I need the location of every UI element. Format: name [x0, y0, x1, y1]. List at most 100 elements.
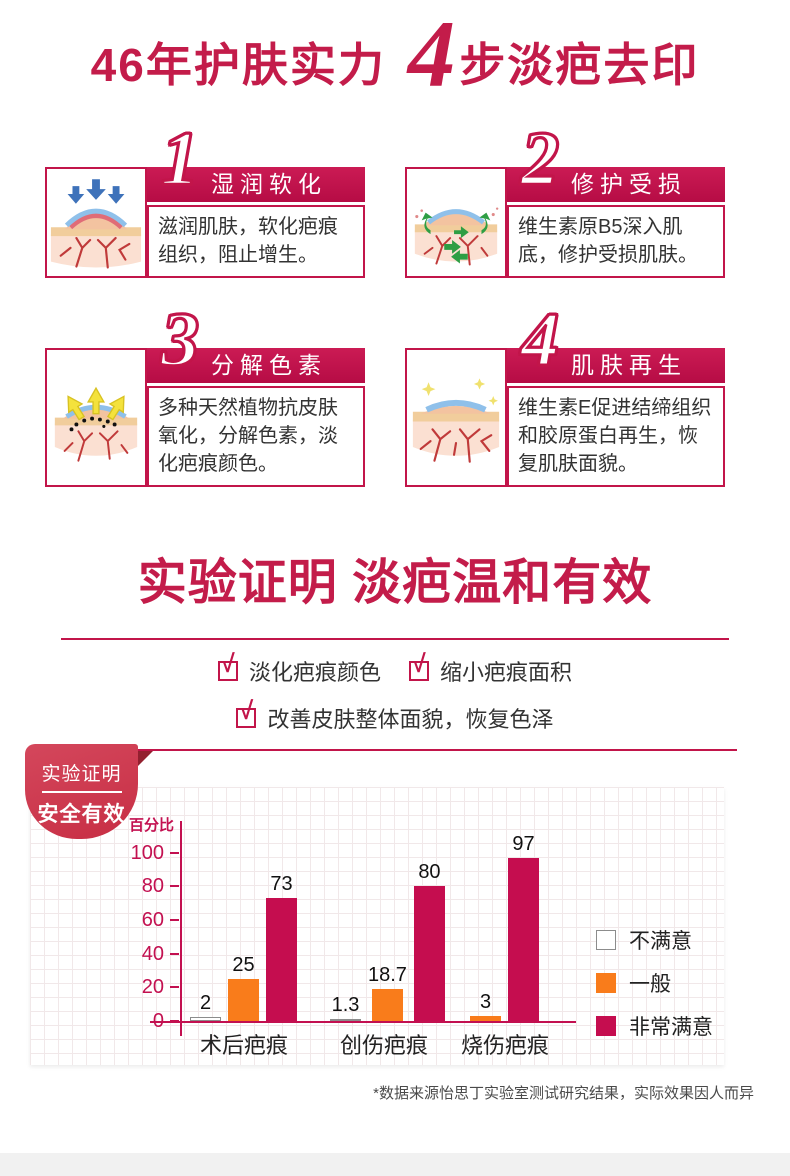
ribbon-fold-icon — [137, 750, 153, 767]
bar — [190, 1017, 221, 1021]
step-2-number: 2 — [520, 116, 561, 201]
step-4-title: 肌肤再生 — [507, 347, 725, 383]
checklist-row-1: √ 淡化疤痕颜色 √ 缩小疤痕面积 — [0, 651, 790, 687]
category-label: 烧伤疤痕 — [460, 1032, 549, 1058]
skin-regeneration-illustration — [405, 347, 507, 487]
bar-value-label: 97 — [512, 832, 535, 855]
bar-with-label: 18.7 — [368, 964, 407, 1021]
decorative-line — [136, 748, 737, 751]
legend-label: 非常满意 — [629, 1015, 713, 1039]
step-1-description: 滋润肌肤，软化疤痕组织，阻止增生。 — [147, 204, 365, 278]
step-2-description: 维生素原B5深入肌底，修护受损肌肤。 — [507, 204, 725, 278]
bar-with-label: 80 — [413, 861, 445, 1021]
category-label: 术后疤痕 — [199, 1032, 288, 1058]
bar-value-label: 1.3 — [331, 993, 360, 1016]
chart-section: 实验证明 安全有效 百分比 0 20 40 60 80 100 2 25 73 术后疤痕 1.3 18… — [0, 743, 790, 1066]
bar — [470, 1015, 501, 1021]
checklist-row-2: √ 改善皮肤整体面貌，恢复色泽 — [0, 698, 790, 734]
checkbox-icon: √ — [236, 698, 257, 728]
data-source-footnote: *数据来源怡思丁实验室测试研究结果，实际效果因人而异 — [373, 1084, 754, 1102]
legend-label: 不满意 — [629, 929, 692, 953]
bar-value-label: 2 — [199, 992, 212, 1015]
badge-line-1: 实验证明 — [41, 763, 122, 785]
bar — [266, 898, 297, 1021]
title-suffix: 步淡疤去印 — [459, 39, 700, 92]
y-tick-label: 0 — [152, 1009, 164, 1032]
bar-group: 3 97 — [470, 833, 539, 1021]
page-title: 46年护肤实力 4 步淡疤去印 — [0, 7, 790, 103]
step-2-content: 2 修护受损 维生素原B5深入肌底，修护受损肌肤。 — [507, 120, 725, 278]
legend-swatch — [596, 929, 616, 950]
down-arrows-skin-icon — [47, 173, 145, 272]
y-tick-mark — [170, 952, 179, 955]
y-tick-mark — [170, 1019, 179, 1022]
step-card-2: 2 修护受损 维生素原B5深入肌底，修护受损肌肤。 — [405, 120, 725, 278]
step-3-title: 分解色素 — [147, 347, 365, 383]
y-tick-mark — [170, 918, 179, 921]
category-label: 创伤疤痕 — [339, 1032, 428, 1058]
bar-value-label: 18.7 — [368, 964, 407, 987]
skin-repair-illustration — [405, 166, 507, 278]
step-1-content: 1 湿润软化 滋润肌肤，软化疤痕组织，阻止增生。 — [147, 120, 365, 278]
bar-with-label: 1.3 — [330, 994, 361, 1021]
step-4-number: 4 — [520, 297, 561, 382]
x-axis-line — [150, 1020, 576, 1023]
step-1-title: 湿润软化 — [147, 166, 365, 202]
bar-value-label: 3 — [479, 990, 492, 1013]
y-tick-label: 80 — [141, 875, 164, 898]
step-2-title: 修护受损 — [507, 166, 725, 202]
step-3-number: 3 — [160, 297, 201, 382]
y-tick-mark — [170, 986, 179, 989]
skin-compress-illustration — [45, 166, 147, 278]
up-arrows-dots-skin-icon — [47, 368, 145, 467]
chart-legend: 不满意 一般 非常满意 — [596, 925, 713, 1041]
legend-swatch — [596, 1015, 616, 1036]
checkbox-icon: √ — [409, 651, 429, 681]
y-tick-label: 20 — [141, 976, 164, 999]
check-label: 淡化疤痕颜色 — [248, 659, 381, 685]
section-heading: 实验证明 淡疤温和有效 — [137, 555, 653, 610]
check-label: 缩小疤痕面积 — [440, 659, 573, 685]
legend-item: 非常满意 — [596, 1011, 713, 1041]
y-axis-label: 百分比 — [129, 816, 175, 834]
title-big-number: 4 — [407, 1, 456, 107]
y-axis-line — [180, 820, 182, 1036]
bar-with-label: 25 — [228, 954, 259, 1021]
check-item-2: √ 缩小疤痕面积 — [409, 651, 573, 687]
step-3-description: 多种天然植物抗皮肤氧化，分解色素，淡化疤痕颜色。 — [147, 385, 365, 487]
bar-with-label: 97 — [508, 833, 539, 1021]
legend-swatch — [596, 972, 616, 993]
divider-line — [61, 637, 729, 640]
legend-item: 不满意 — [596, 925, 713, 955]
step-1-number: 1 — [160, 116, 201, 201]
y-tick-mark — [170, 885, 179, 888]
bar — [330, 1018, 361, 1021]
bar — [508, 857, 539, 1021]
check-item-1: √ 淡化疤痕颜色 — [217, 651, 381, 687]
y-tick-label: 100 — [130, 841, 164, 864]
bar-value-label: 25 — [232, 953, 255, 976]
legend-label: 一般 — [629, 972, 671, 996]
step-card-4: 4 肌肤再生 维生素E促进结缔组织和胶原蛋白再生，恢复肌肤面貌。 — [405, 300, 725, 487]
step-3-content: 3 分解色素 多种天然植物抗皮肤氧化，分解色素，淡化疤痕颜色。 — [147, 300, 365, 487]
y-tick-label: 60 — [141, 908, 164, 931]
smooth-skin-sparkles-icon — [407, 368, 505, 467]
y-tick-mark — [170, 851, 179, 854]
pigment-breakdown-illustration — [45, 347, 147, 487]
bar-value-label: 73 — [270, 873, 293, 896]
step-card-1: 1 湿润软化 滋润肌肤，软化疤痕组织，阻止增生。 — [45, 120, 365, 278]
chart-panel: 百分比 0 20 40 60 80 100 2 25 73 术后疤痕 1.3 18.7 80 创伤疤痕 3 9… — [30, 786, 724, 1065]
bar-chart: 百分比 0 20 40 60 80 100 2 25 73 术后疤痕 1.3 18.7 80 创伤疤痕 3 9… — [30, 787, 724, 1065]
steps-section: 1 湿润软化 滋润肌肤，软化疤痕组织，阻止增生。 — [45, 120, 725, 487]
legend-item: 一般 — [596, 968, 713, 998]
step-card-3: 3 分解色素 多种天然植物抗皮肤氧化，分解色素，淡化疤痕颜色。 — [45, 300, 365, 487]
step-4-description: 维生素E促进结缔组织和胶原蛋白再生，恢复肌肤面貌。 — [507, 385, 725, 487]
bar — [413, 886, 445, 1021]
bar — [228, 978, 259, 1021]
experiment-badge: 实验证明 安全有效 — [25, 743, 138, 839]
title-prefix: 46年护肤实力 — [90, 39, 386, 92]
check-item-3: √ 改善皮肤整体面貌，恢复色泽 — [236, 698, 554, 734]
green-arrows-skin-icon — [407, 173, 505, 272]
bar-value-label: 80 — [418, 861, 441, 884]
badge-line-2: 安全有效 — [37, 802, 126, 826]
